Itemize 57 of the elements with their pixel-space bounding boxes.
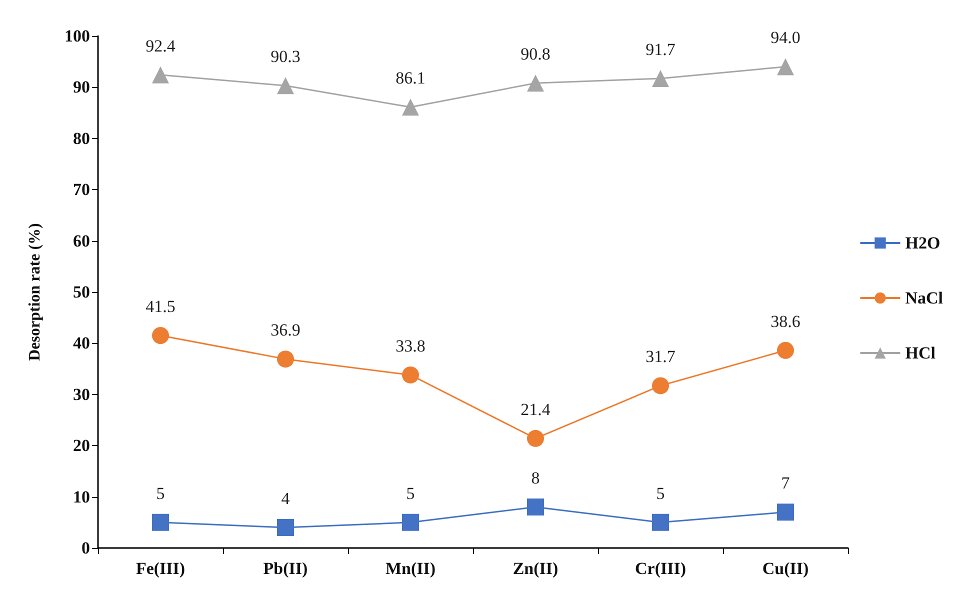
data-label: 7	[781, 474, 790, 493]
data-label: 33.8	[396, 336, 426, 356]
y-tick-label: 0	[82, 538, 90, 558]
y-tick-label: 50	[73, 282, 90, 302]
data-label: 38.6	[770, 312, 800, 331]
x-tick-label: Fe(III)	[136, 559, 186, 578]
data-label: 21.4	[520, 400, 551, 419]
legend-label: HCl	[905, 344, 936, 362]
point	[777, 58, 794, 76]
x-tick-label: Mn(II)	[385, 559, 436, 578]
data-label: 8	[531, 468, 540, 488]
data-label: 92.4	[146, 36, 176, 56]
x-tick-label: Pb(II)	[263, 559, 308, 578]
point	[402, 366, 419, 384]
legend-label: NaCl	[905, 288, 944, 308]
x-tick-label: Zn(II)	[512, 559, 558, 578]
y-tick-label: 40	[73, 334, 90, 353]
point	[402, 98, 419, 116]
data-label: 90.8	[520, 44, 550, 64]
data-label: 91.7	[646, 40, 676, 59]
y-tick-label: 10	[73, 487, 90, 506]
point	[652, 70, 669, 87]
y-tick-label: 90	[73, 78, 90, 97]
data-label: 90.3	[270, 47, 300, 66]
y-axis-title: Desorption rate (%)	[26, 223, 44, 361]
point	[277, 350, 294, 368]
y-tick-label: 30	[73, 384, 90, 404]
data-label: 31.7	[646, 347, 676, 366]
point	[402, 514, 419, 531]
point	[777, 504, 794, 521]
data-label: 36.9	[270, 320, 300, 340]
y-tick-label: 80	[73, 128, 90, 148]
data-label: 5	[656, 484, 665, 503]
point	[527, 74, 544, 92]
data-label: 94.0	[770, 28, 800, 48]
y-tick-label: 100	[64, 26, 90, 46]
point	[152, 514, 169, 531]
data-label: 41.5	[146, 297, 176, 316]
x-tick-label: Cu(II)	[762, 559, 809, 578]
y-tick-label: 70	[73, 180, 90, 200]
y-tick-label: 60	[73, 231, 90, 250]
point	[277, 77, 294, 94]
data-label: 4	[281, 489, 290, 508]
point	[152, 327, 169, 344]
data-label: 5	[156, 484, 165, 503]
point	[527, 430, 544, 447]
point	[777, 342, 794, 359]
legend-label: H2O	[905, 234, 940, 252]
y-tick-label: 20	[73, 436, 90, 456]
data-label: 5	[406, 484, 415, 503]
point	[652, 514, 669, 531]
x-tick-label: Cr(III)	[635, 559, 686, 578]
point	[152, 66, 169, 84]
data-label: 86.1	[396, 68, 426, 88]
point	[652, 377, 669, 394]
point	[527, 498, 544, 516]
point	[277, 519, 294, 536]
